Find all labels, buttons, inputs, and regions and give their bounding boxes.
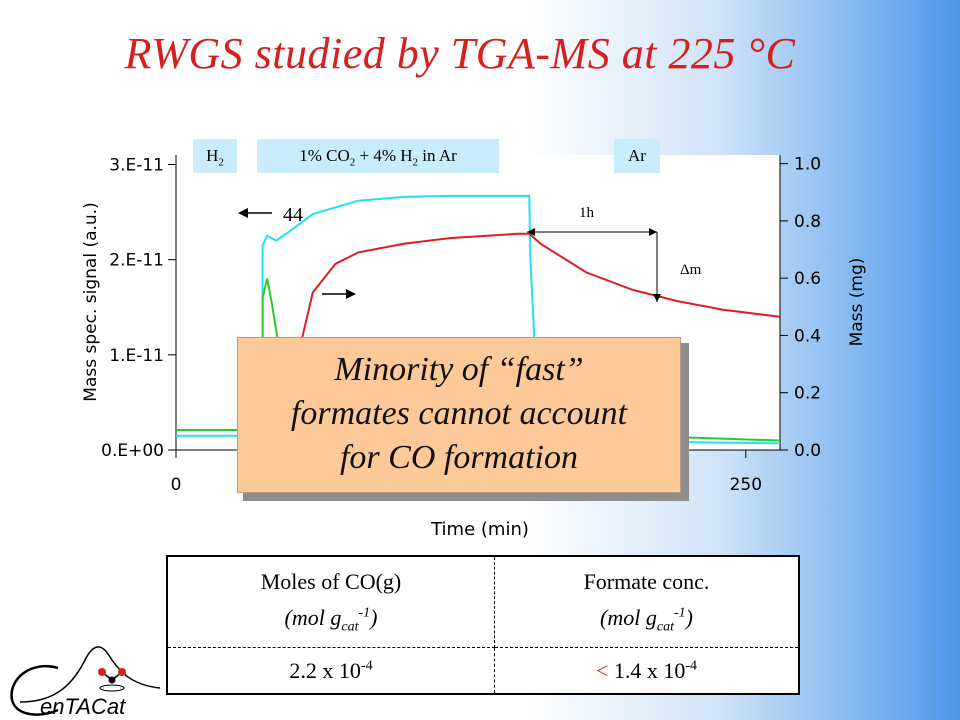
delta-m-arrowhead [653,294,661,302]
right-ticks: 0.0 0.2 0.4 0.6 0.8 1.0 [780,155,821,461]
m44-label: 44 [283,204,303,226]
series-line-3 [266,232,781,437]
co-moles-value: 2.2 x 10-4 [167,647,495,694]
molecule-icon [98,668,126,692]
h2-tag-base: H [206,146,219,165]
one-hour-arrowhead-right [649,228,657,236]
ar-tag: Ar [614,139,660,173]
x-axis-label: Time (min) [430,519,529,540]
m44-arrowhead [238,208,248,218]
one-hour-label: 1h [579,205,595,221]
feed-tag-s1: 2 [349,156,356,169]
feed-tag-p1: 1% CO [299,146,350,165]
col1-header-line2: (mol gcat-1) [284,604,378,635]
logo-text: enTACat [40,694,126,719]
right-tick-label: 0.4 [794,326,821,346]
col2-header-line2: (mol gcat-1) [600,604,693,635]
mass-arrowhead [346,289,356,299]
centacat-logo: C enTACat [10,646,161,719]
table-header-row: Moles of CO(g) (mol gcat-1) Formate conc… [167,556,799,648]
right-tick-label: 1.0 [794,155,821,175]
feed-tag-p3: in Ar [418,146,457,165]
left-tick-label: 1.E-11 [109,346,164,366]
summary-table: Moles of CO(g) (mol gcat-1) Formate conc… [166,555,800,695]
x-tick-label: 250 [730,475,762,495]
h2-tag-sub: 2 [218,156,224,169]
callout-line-2: formates cannot account [290,395,628,432]
col2-header: Formate conc. (mol gcat-1) [494,556,799,648]
feed-gas-tag: 1% CO2 + 4% H2 in Ar [257,139,499,173]
col1-header: Moles of CO(g) (mol gcat-1) [167,556,495,648]
feed-tag-p2: + 4% H [355,146,413,165]
left-tick-label: 3.E-11 [109,156,164,176]
left-ticks: 0.E+00 1.E-11 2.E-11 3.E-11 [101,156,176,461]
right-tick-label: 0.2 [794,384,821,404]
logo-c-arc [10,665,59,716]
right-tick-label: 0.6 [794,269,821,289]
conclusion-callout: Minority of “fast” formates cannot accou… [237,337,681,493]
table-value-row: 2.2 x 10-4 < 1.4 x 10-4 [167,647,799,694]
col2-header-line1: Formate conc. [583,568,710,594]
feed-tag-s2: 2 [412,156,419,169]
col1-header-line1: Moles of CO(g) [260,568,402,594]
x-tick-label: 0 [171,475,182,495]
y-right-axis-label: Mass (mg) [847,258,867,347]
x-ticks: 0 250 [171,450,762,495]
logo-peak-curve [19,646,161,703]
one-hour-arrowhead-left [527,228,535,236]
h2-tag: H2 [193,139,237,173]
y-left-axis-label: Mass spec. signal (a.u.) [81,202,101,401]
callout-line-3: for CO formation [339,439,579,476]
right-tick-label: 0.8 [794,212,821,232]
formate-conc-value: < 1.4 x 10-4 [595,657,698,683]
delta-m-label: Δm [680,262,702,278]
callout-line-1: Minority of “fast” [334,351,584,388]
left-tick-label: 2.E-11 [109,251,164,271]
less-than-sign: < [595,657,609,683]
left-tick-label: 0.E+00 [101,441,164,461]
slide-title: RWGS studied by TGA-MS at 225 °C [124,29,796,78]
right-tick-label: 0.0 [794,441,821,461]
